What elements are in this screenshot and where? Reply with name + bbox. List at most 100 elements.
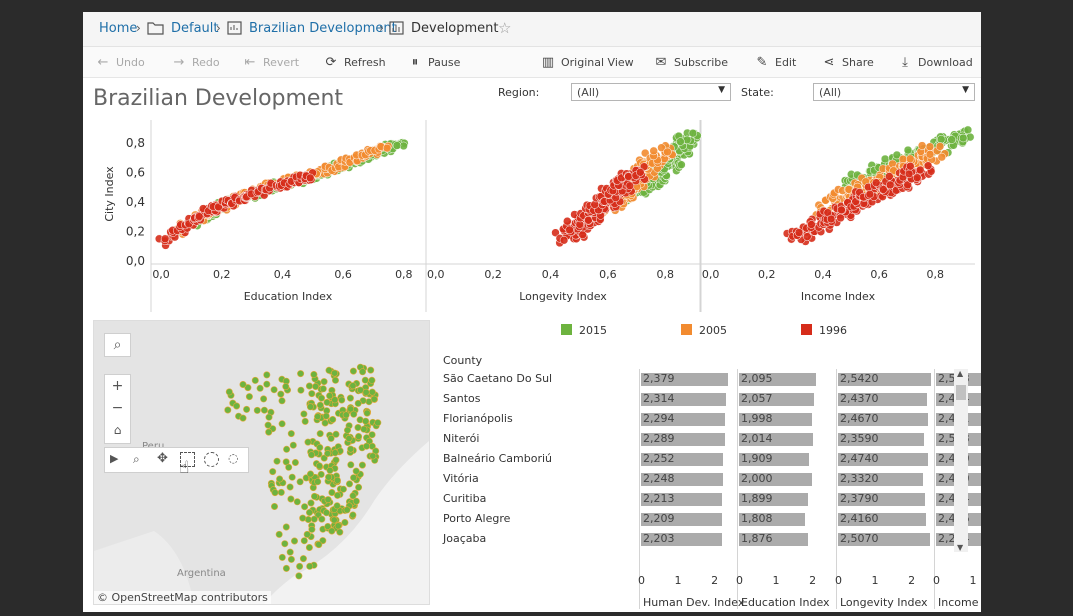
map-point[interactable] xyxy=(368,431,376,439)
scatter-point-2015[interactable] xyxy=(688,128,698,138)
scatter-point-1996[interactable] xyxy=(625,181,635,191)
zoom-area-icon[interactable]: ⌕ xyxy=(133,452,140,466)
edit-button[interactable]: ✎ Edit xyxy=(754,55,797,70)
county-row-label[interactable]: Vitória xyxy=(443,472,479,485)
table-bar[interactable] xyxy=(739,453,809,466)
scatter-panel-1[interactable] xyxy=(551,128,702,248)
scatter-point-2005[interactable] xyxy=(663,147,672,157)
county-row-label[interactable]: Niterói xyxy=(443,432,480,445)
scatter-point-2005[interactable] xyxy=(649,146,658,156)
map-point[interactable] xyxy=(367,366,375,374)
scatter-panel-0[interactable] xyxy=(154,138,409,250)
scatter-point-2015[interactable] xyxy=(965,132,975,142)
map-point[interactable] xyxy=(347,445,355,453)
pan-icon[interactable]: ✥ xyxy=(157,451,168,466)
scatter-point-1996[interactable] xyxy=(871,178,881,187)
map-point[interactable] xyxy=(321,419,329,427)
map-point[interactable] xyxy=(347,461,355,469)
table-bar[interactable] xyxy=(838,413,929,426)
map-point[interactable] xyxy=(291,537,299,545)
map-point[interactable] xyxy=(339,485,347,493)
map-point[interactable] xyxy=(293,498,301,506)
map-point[interactable] xyxy=(312,382,320,390)
map-search-button[interactable]: ⌕ xyxy=(104,333,131,357)
map-point[interactable] xyxy=(311,492,319,500)
scatter-point-2005[interactable] xyxy=(917,141,927,150)
legend-item-1996[interactable]: 1996 xyxy=(801,324,847,337)
map-point[interactable] xyxy=(308,390,316,398)
map-point[interactable] xyxy=(306,403,314,411)
map-point[interactable] xyxy=(355,483,363,491)
map-point[interactable] xyxy=(342,411,350,419)
zoom-in-button[interactable]: + xyxy=(105,375,130,397)
map-point[interactable] xyxy=(282,383,290,391)
table-bar[interactable] xyxy=(641,473,724,486)
radial-select-icon[interactable] xyxy=(204,452,219,467)
map-point[interactable] xyxy=(354,399,362,407)
map-point[interactable] xyxy=(343,506,351,514)
table-bar[interactable] xyxy=(641,453,724,466)
county-row-label[interactable]: São Caetano Do Sul xyxy=(443,372,553,385)
table-bar[interactable] xyxy=(838,433,925,446)
map-point[interactable] xyxy=(285,463,293,471)
map-point[interactable] xyxy=(297,370,305,378)
lasso-select-icon[interactable]: ◌ xyxy=(228,451,239,465)
map-point[interactable] xyxy=(314,413,322,421)
table-bar[interactable] xyxy=(739,513,806,526)
map-point[interactable] xyxy=(277,390,285,398)
map-point[interactable] xyxy=(310,370,318,378)
breadcrumb-home[interactable]: Home xyxy=(99,21,138,36)
map-point[interactable] xyxy=(239,414,247,422)
refresh-button[interactable]: ⟳ Refresh xyxy=(323,55,386,70)
redo-button[interactable]: → Redo xyxy=(171,55,220,70)
scatter-point-1996[interactable] xyxy=(885,180,895,190)
table-bar[interactable] xyxy=(838,533,930,546)
pause-button[interactable]: ⏸ Pause xyxy=(407,55,461,70)
county-row-label[interactable]: Porto Alegre xyxy=(443,512,511,525)
vertical-scrollbar[interactable]: ▲ ▼ xyxy=(954,369,968,552)
scatter-point-1996[interactable] xyxy=(624,172,633,181)
undo-button[interactable]: ← Undo xyxy=(95,55,145,70)
map-point[interactable] xyxy=(328,489,336,497)
scatter-point-2015[interactable] xyxy=(958,133,968,143)
map-point[interactable] xyxy=(355,433,363,441)
scatter-point-1996[interactable] xyxy=(636,168,645,177)
table-bar[interactable] xyxy=(739,373,816,386)
table-bar[interactable] xyxy=(641,373,728,386)
table-bar[interactable] xyxy=(739,433,813,446)
map-point[interactable] xyxy=(325,473,333,481)
map-point[interactable] xyxy=(275,530,283,538)
map-point[interactable] xyxy=(260,406,268,414)
scatter-point-1996[interactable] xyxy=(559,235,569,245)
map-point[interactable] xyxy=(243,405,251,413)
scatter-point-2005[interactable] xyxy=(657,143,666,152)
rectangle-select-icon[interactable] xyxy=(180,452,195,467)
scatter-point-1996[interactable] xyxy=(879,185,888,194)
table-bar[interactable] xyxy=(838,393,927,406)
map-point[interactable] xyxy=(282,523,290,531)
table-bar[interactable] xyxy=(739,493,809,506)
map-point[interactable] xyxy=(336,528,344,536)
table-bar[interactable] xyxy=(739,533,808,546)
map-point[interactable] xyxy=(326,466,334,474)
map-point[interactable] xyxy=(265,428,273,436)
scatter-point-1996[interactable] xyxy=(904,169,914,179)
zoom-home-button[interactable]: ⌂ xyxy=(105,419,130,441)
map-point[interactable] xyxy=(346,480,354,488)
map-point[interactable] xyxy=(278,397,286,405)
map-point[interactable] xyxy=(281,540,289,548)
map-point[interactable] xyxy=(305,544,313,552)
table-bar[interactable] xyxy=(641,513,722,526)
state-filter-select[interactable]: (All) ▼ xyxy=(813,83,975,101)
map-point[interactable] xyxy=(323,398,331,406)
scatter-point-1996[interactable] xyxy=(160,234,170,244)
scatter-point-1996[interactable] xyxy=(563,216,572,226)
map-point[interactable] xyxy=(331,396,339,404)
county-row-label[interactable]: Balneário Camboriú xyxy=(443,452,553,465)
map-point[interactable] xyxy=(244,384,252,392)
map-point[interactable] xyxy=(315,541,323,549)
map-point[interactable] xyxy=(299,514,307,522)
map-point[interactable] xyxy=(283,445,291,453)
map-point[interactable] xyxy=(263,380,271,388)
map-point[interactable] xyxy=(326,392,334,400)
